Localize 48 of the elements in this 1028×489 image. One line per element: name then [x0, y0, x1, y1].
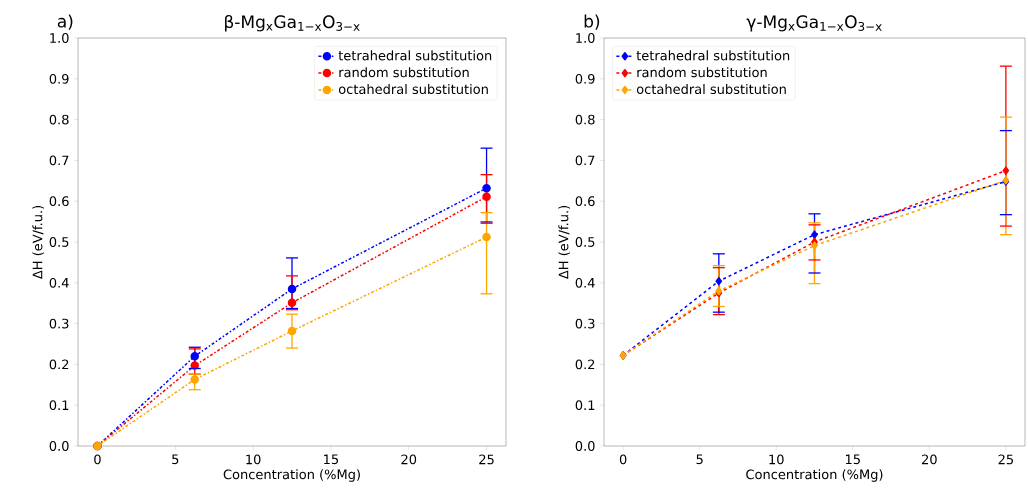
y-tick-label: 0.9: [49, 73, 69, 84]
x-tick-label: 20: [922, 454, 937, 465]
y-tick-label: 0.7: [575, 155, 595, 166]
y-axis-title: ΔH (eV/f.u.): [558, 205, 570, 280]
legend-label: tetrahedral substitution: [636, 50, 790, 61]
x-tick-label: 10: [246, 454, 261, 465]
x-tick-label: 5: [172, 454, 179, 465]
x-tick-label: 5: [696, 454, 703, 465]
y-tick-label: 0.6: [575, 196, 595, 207]
y-tick-label: 1.0: [576, 33, 595, 43]
x-tick-label: 25: [998, 454, 1013, 465]
x-tick-label: 25: [479, 454, 494, 465]
y-tick-label: 0.5: [49, 237, 69, 247]
x-axis-title: Concentration (%Mg): [746, 469, 883, 482]
x-tick-label: 15: [324, 454, 339, 465]
chart-title: β-Mg$_{x}$Ga$_{1−x}$O$_{3−x}$: [225, 14, 360, 32]
x-tick-label: 20: [401, 454, 417, 465]
x-tick-label: 15: [845, 454, 860, 465]
y-tick-label: 0.8: [575, 114, 595, 125]
y-tick-label: 0.3: [49, 318, 69, 329]
y-tick-label: 0.0: [49, 441, 69, 451]
y-tick-label: 0.4: [575, 277, 595, 288]
x-axis-title: Concentration (%Mg): [223, 469, 360, 482]
y-axis-title: ΔH (eV/f.u.): [32, 205, 44, 280]
y-tick-label: 0.6: [49, 196, 69, 207]
x-tick-label: 0: [94, 454, 101, 465]
text: b): [584, 14, 600, 30]
legend-label: random substitution: [637, 67, 767, 78]
y-tick-label: 0.9: [575, 73, 595, 84]
y-tick-label: 0.3: [575, 318, 595, 329]
y-tick-label: 1.0: [50, 33, 69, 43]
y-tick-label: 0.2: [49, 359, 69, 370]
legend-label: random substitution: [339, 67, 469, 78]
y-tick-label: 0.7: [49, 155, 69, 166]
y-tick-label: 0.1: [575, 400, 595, 411]
y-tick-label: 0.5: [575, 237, 595, 247]
x-tick-label: 10: [769, 454, 784, 465]
y-tick-label: 0.8: [49, 114, 69, 125]
chart-title: γ-Mg$_{x}$Ga$_{1−x}$O$_{3−x}$: [746, 15, 882, 32]
y-tick-label: 0.2: [575, 359, 595, 370]
y-tick-label: 0.4: [49, 277, 69, 288]
y-tick-label: 0.1: [49, 400, 69, 411]
text: a): [57, 14, 73, 30]
legend-label: octahedral substitution: [338, 84, 488, 95]
legend-label: tetrahedral substitution: [338, 50, 492, 61]
legend-label: octahedral substitution: [636, 84, 786, 95]
x-tick-label: 0: [619, 454, 627, 465]
y-tick-label: 0.0: [575, 441, 595, 451]
